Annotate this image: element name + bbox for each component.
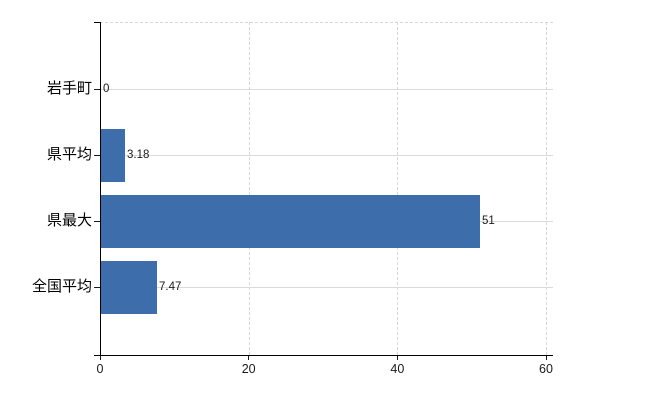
x-tick-label: 40	[390, 362, 405, 376]
y-tick-mark	[94, 221, 100, 222]
category-label: 岩手町	[46, 80, 92, 97]
category-gridline	[100, 155, 553, 156]
x-tick-mark	[248, 355, 250, 360]
x-gridline	[248, 22, 250, 355]
x-tick-mark	[396, 355, 398, 360]
x-axis	[94, 355, 553, 356]
y-tick-mark	[94, 89, 100, 90]
value-label: 51	[482, 215, 495, 227]
value-label: 3.18	[127, 149, 150, 161]
bar	[101, 128, 125, 182]
y-tick-mark	[94, 287, 100, 288]
x-tick-mark	[545, 355, 547, 360]
bar	[101, 194, 480, 248]
value-label: 0	[103, 83, 110, 95]
x-gridline	[397, 22, 399, 355]
category-label: 県平均	[46, 146, 92, 163]
x-tick-mark	[99, 355, 101, 360]
x-tick-label: 0	[96, 362, 104, 376]
bar	[101, 260, 157, 314]
y-axis	[100, 22, 101, 355]
x-gridline	[546, 22, 547, 355]
plot-top-border	[100, 22, 553, 23]
category-gridline	[100, 89, 553, 90]
y-tick-mark	[94, 155, 100, 156]
value-label: 7.47	[159, 281, 182, 293]
category-label: 全国平均	[31, 278, 92, 295]
x-tick-label: 20	[241, 362, 256, 376]
x-tick-label: 60	[539, 362, 553, 376]
category-label: 県最大	[46, 212, 92, 229]
category-gridline	[100, 287, 553, 288]
y-axis-top-cap	[94, 22, 100, 23]
